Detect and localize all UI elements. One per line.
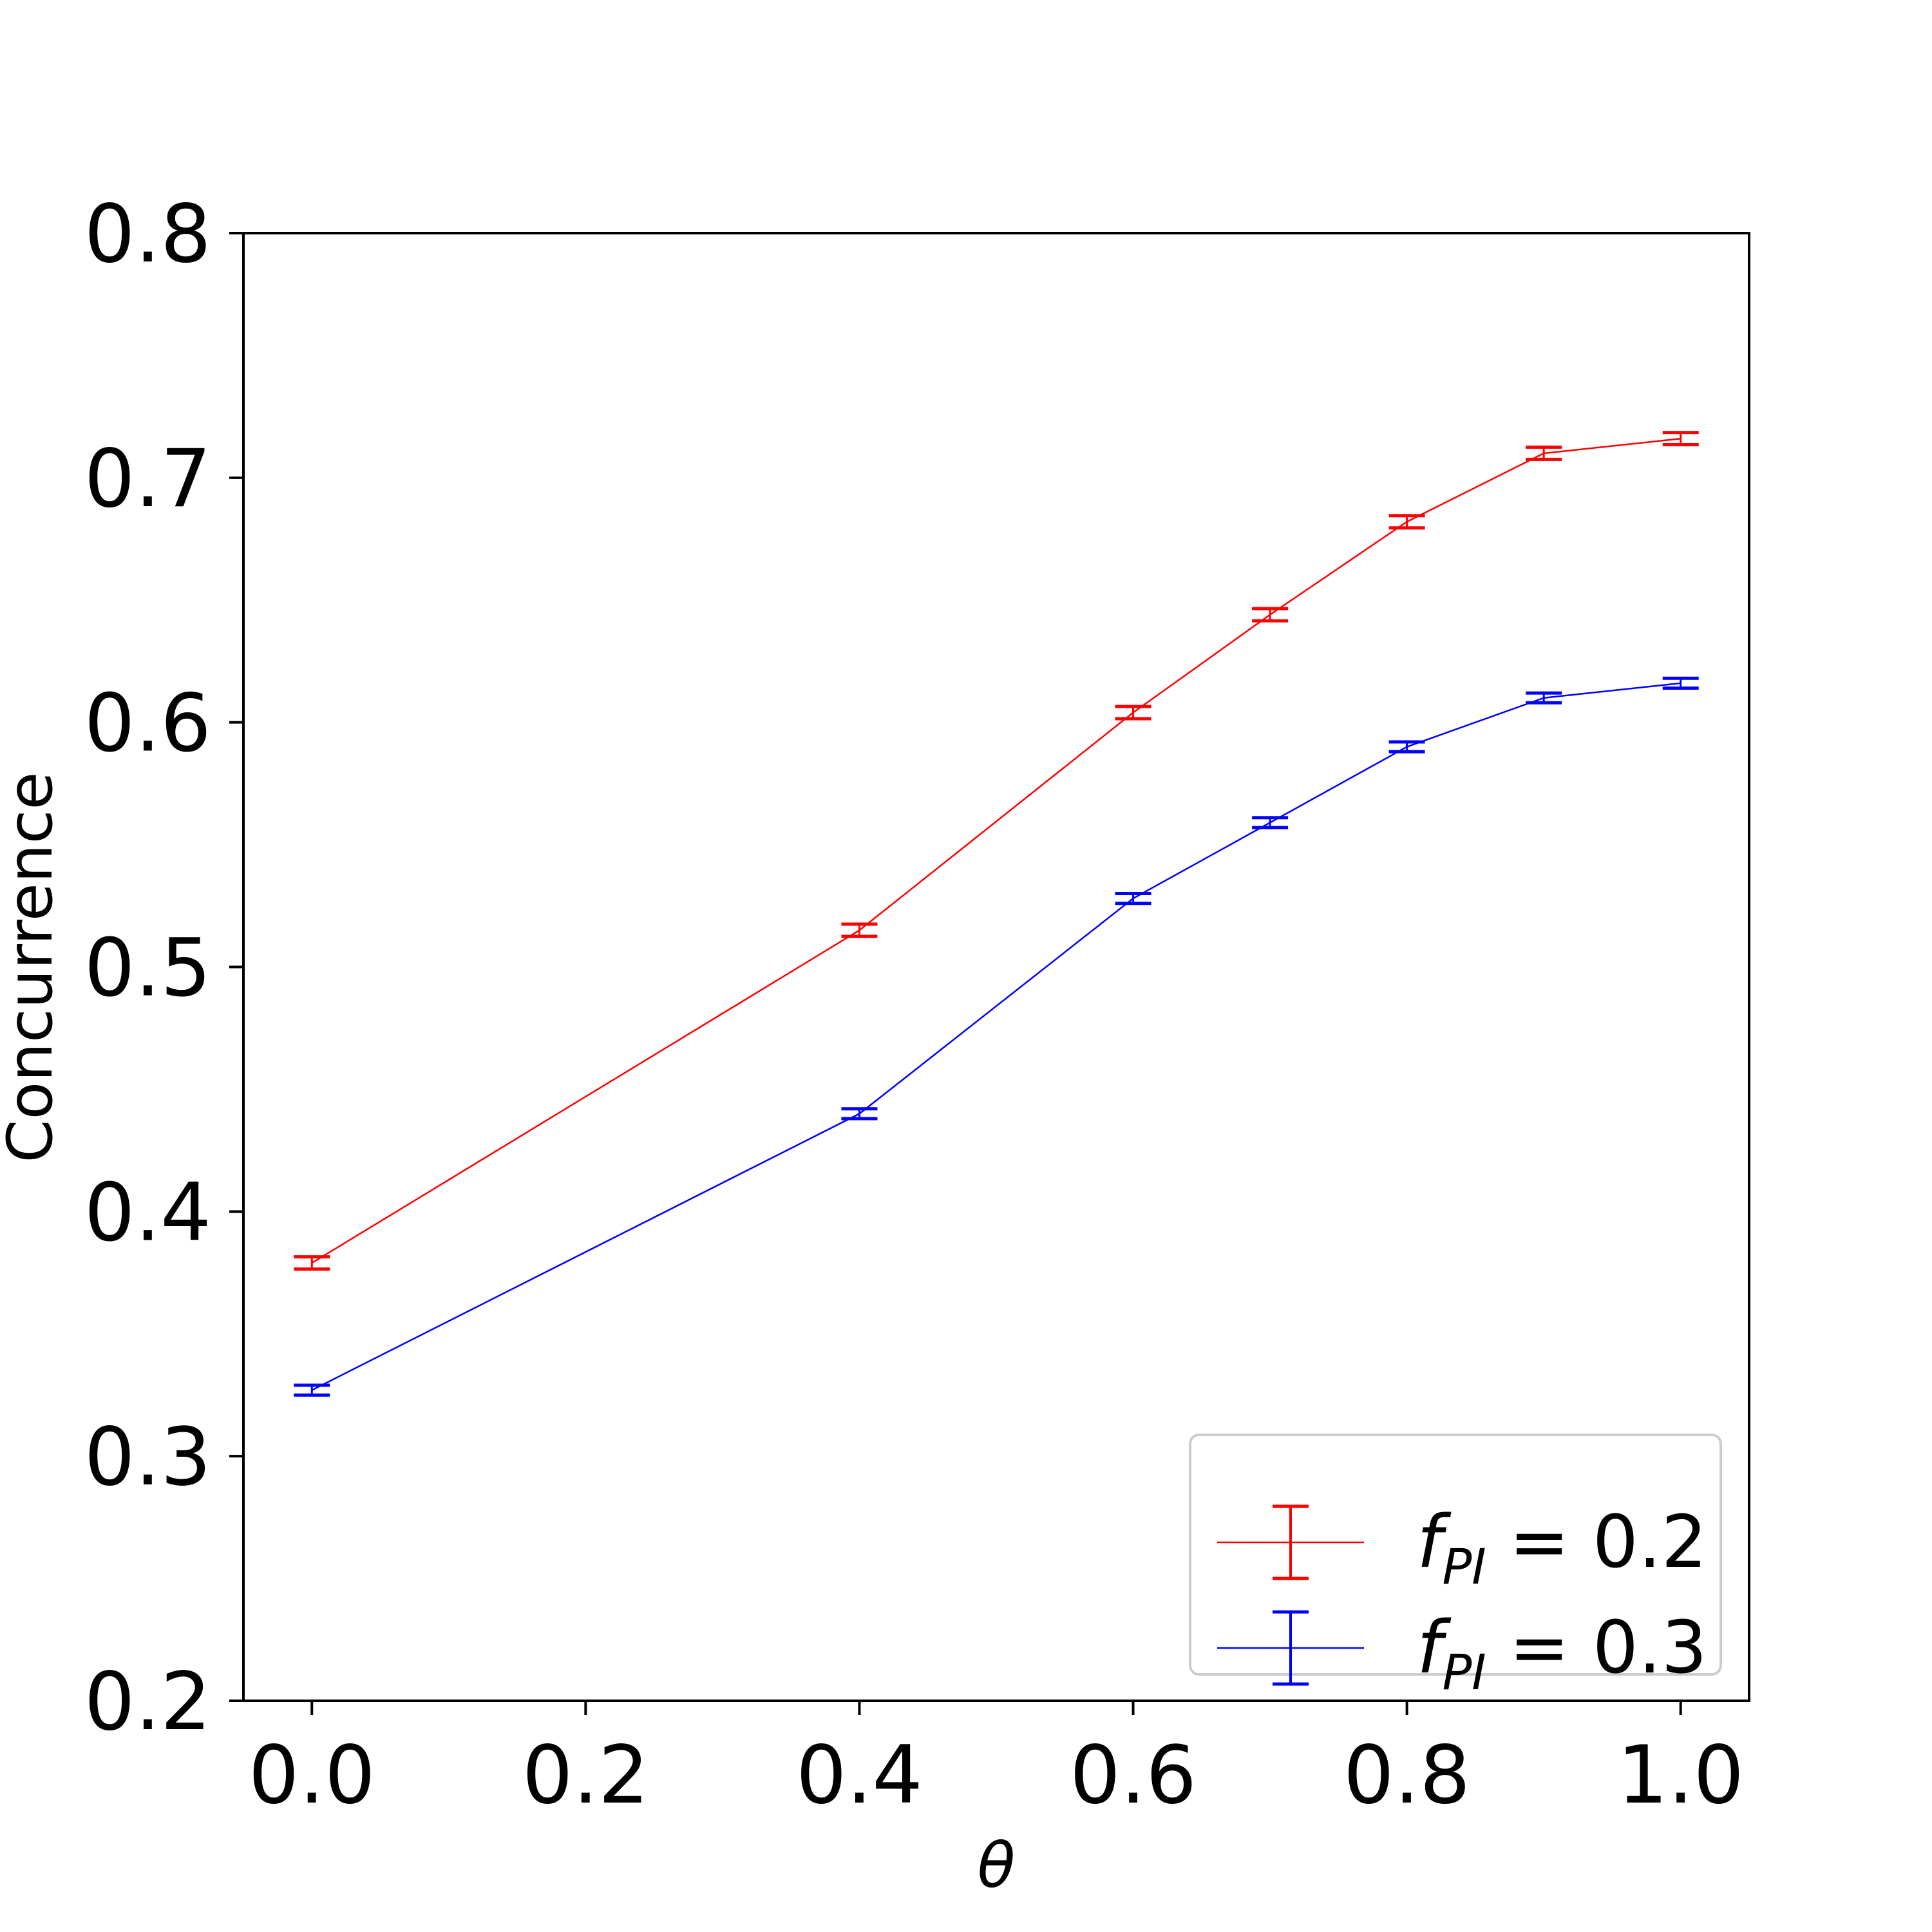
error-bar bbox=[841, 1107, 878, 1121]
x-tick-label: 0.4 bbox=[796, 1729, 923, 1822]
x-tick-label: 0.0 bbox=[249, 1729, 375, 1822]
y-tick-label: 0.7 bbox=[84, 433, 211, 526]
error-bar bbox=[294, 1383, 330, 1397]
x-tick-label: 1.0 bbox=[1617, 1729, 1744, 1822]
error-bar bbox=[1662, 676, 1699, 690]
error-bar bbox=[1252, 816, 1289, 829]
error-bar bbox=[841, 922, 878, 938]
y-tick-label: 0.6 bbox=[84, 677, 211, 770]
x-axis-title: θ bbox=[978, 1830, 1016, 1902]
x-tick-label: 0.6 bbox=[1070, 1729, 1197, 1822]
y-axis-title: Concurrence bbox=[0, 772, 66, 1162]
x-tick-label: 0.2 bbox=[522, 1729, 649, 1822]
legend-box bbox=[1189, 1434, 1722, 1676]
error-bar bbox=[1252, 607, 1289, 623]
plot-area bbox=[294, 431, 1699, 1397]
x-axis: 0.0 0.2 0.4 0.6 0.8 1.0 bbox=[249, 1701, 1744, 1822]
error-bar bbox=[1526, 445, 1562, 461]
y-axis: 0.2 0.3 0.4 0.5 0.6 0.7 0.8 bbox=[84, 188, 243, 1748]
error-bar bbox=[1388, 740, 1425, 753]
error-bar bbox=[294, 1255, 330, 1271]
error-bar bbox=[1388, 514, 1425, 530]
series-1 bbox=[294, 431, 1699, 1271]
error-bar bbox=[1662, 431, 1699, 447]
y-tick-label: 0.5 bbox=[84, 922, 211, 1015]
error-bar bbox=[1526, 691, 1562, 705]
x-tick-label: 0.8 bbox=[1343, 1729, 1470, 1822]
error-bar bbox=[1115, 892, 1151, 905]
y-tick-label: 0.4 bbox=[84, 1166, 211, 1259]
y-tick-label: 0.2 bbox=[84, 1656, 211, 1748]
error-bar bbox=[1115, 705, 1151, 721]
series-2 bbox=[294, 676, 1699, 1397]
y-tick-label: 0.8 bbox=[84, 188, 211, 281]
y-tick-label: 0.3 bbox=[84, 1411, 211, 1504]
